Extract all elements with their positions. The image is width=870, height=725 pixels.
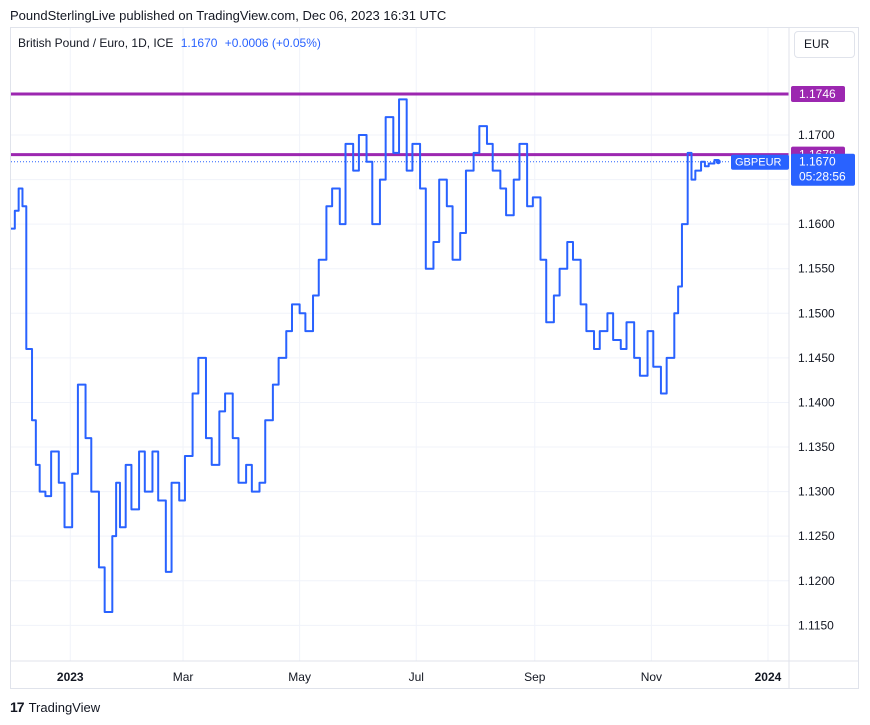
price-change: +0.0006 (+0.05%) (224, 36, 321, 50)
x-tick-label: May (288, 670, 311, 684)
y-tick-label: 1.1150 (798, 618, 834, 632)
x-tick-label: 2024 (755, 670, 782, 684)
tradingview-logo-icon: 17 (10, 699, 25, 715)
symbol-tag (731, 154, 789, 170)
y-tick-label: 1.1400 (798, 395, 835, 409)
last-price-label: 1.1670 (799, 155, 836, 169)
x-tick-label: Mar (173, 670, 194, 684)
last-point (715, 159, 721, 165)
y-tick-label: 1.1500 (798, 306, 835, 320)
grid-lines (11, 28, 789, 661)
y-tick-label: 1.1450 (798, 351, 835, 365)
publisher-header: PoundSterlingLive published on TradingVi… (10, 8, 447, 23)
symbol-tag-label: GBPEUR (735, 157, 782, 169)
y-tick-label: 1.1300 (798, 485, 835, 499)
y-tick-label: 1.1200 (798, 574, 835, 588)
price-series (11, 98, 721, 613)
y-tick-label: 1.1550 (798, 262, 835, 276)
level-price-label: 1.1746 (799, 87, 836, 101)
y-tick-label: 1.1600 (798, 217, 835, 231)
level-price-tag (791, 85, 845, 102)
gbpeur-price-line (11, 98, 720, 613)
y-tick-label: 1.1250 (798, 529, 835, 543)
axes: 1.1150 1.1200 1.1250 1.1300 1.1350 1.1400 1.14… (11, 28, 858, 689)
currency-button[interactable]: EUR (794, 31, 855, 58)
y-tick-label: 1.1700 (798, 128, 835, 142)
last-price-tag (791, 153, 855, 186)
symbol-title: British Pound / Euro, 1D, ICE (18, 36, 174, 50)
x-tick-label: Jul (409, 670, 424, 684)
x-tick-label: Nov (641, 670, 662, 684)
y-tick-label: 1.1350 (798, 440, 835, 454)
chart-legend: British Pound / Euro, 1D, ICE 1.1670 +0.… (18, 36, 321, 50)
x-tick-label: 2023 (57, 670, 84, 684)
chart-frame (10, 27, 859, 689)
countdown-label: 05:28:56 (799, 170, 846, 184)
tradingview-footer[interactable]: 17 TradingView (10, 699, 100, 715)
brand-name: TradingView (28, 699, 101, 715)
last-price: 1.1670 (180, 36, 218, 50)
horizontal-levels (11, 92, 789, 163)
x-tick-label: Sep (524, 670, 546, 684)
